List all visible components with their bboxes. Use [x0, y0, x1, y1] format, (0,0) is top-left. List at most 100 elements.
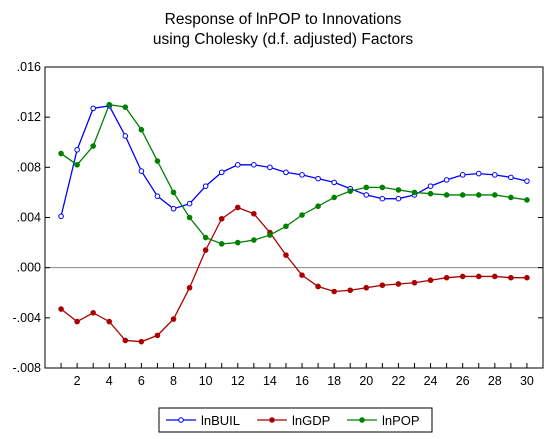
data-point: [234, 162, 241, 168]
x-tick-label: 8: [170, 374, 177, 388]
data-point: [363, 192, 370, 198]
data-point: [363, 184, 370, 191]
plot-frame: [44, 66, 544, 369]
data-point: [363, 284, 370, 291]
data-point: [186, 284, 193, 291]
data-point: [331, 194, 337, 201]
data-point: [508, 274, 514, 281]
data-point: [138, 126, 145, 133]
data-point: [251, 237, 257, 243]
data-point: [379, 195, 386, 202]
legend-label: lnBUIL: [201, 413, 240, 428]
data-point: [475, 273, 482, 280]
data-point: [299, 212, 305, 218]
data-point: [218, 241, 225, 247]
y-tick-label: .012: [17, 110, 41, 124]
data-point: [202, 183, 209, 189]
chart-title-line-2: using Cholesky (d.f. adjusted) Factors: [153, 31, 413, 48]
data-point: [427, 190, 434, 197]
data-point: [443, 192, 450, 198]
series-lnBUIL: [58, 103, 530, 220]
chart-title: Response of lnPOP to Innovations using C…: [153, 11, 413, 48]
data-point: [218, 215, 225, 222]
data-point: [106, 101, 113, 108]
data-point: [492, 192, 498, 198]
legend-marker: [359, 417, 365, 423]
data-point: [411, 189, 418, 196]
x-tick-label: 30: [520, 374, 534, 388]
data-point: [459, 192, 466, 198]
data-point: [283, 223, 289, 230]
y-tick-label: .016: [17, 60, 41, 74]
series-line: [60, 105, 528, 217]
data-point: [315, 203, 321, 210]
data-point: [234, 204, 241, 211]
x-tick-label: 22: [391, 374, 405, 388]
data-point: [251, 210, 257, 217]
data-point: [524, 274, 530, 281]
data-point: [267, 232, 273, 238]
data-point: [475, 192, 482, 198]
data-point: [251, 162, 257, 168]
data-point: [315, 175, 321, 182]
x-tick-label: 12: [231, 374, 245, 388]
data-point: [90, 143, 96, 149]
data-point: [475, 170, 482, 177]
data-point: [395, 281, 402, 287]
data-point: [74, 318, 80, 325]
data-point: [58, 150, 64, 157]
x-tick-label: 2: [74, 374, 81, 388]
data-point: [58, 213, 64, 220]
data-point: [58, 306, 64, 312]
x-tick-label: 18: [327, 374, 341, 388]
data-point: [170, 205, 177, 212]
data-point: [90, 105, 96, 112]
legend-label: lnGDP: [292, 413, 330, 428]
data-point: [122, 133, 129, 139]
x-tick-label: 28: [488, 374, 502, 388]
y-tick-label: .008: [17, 160, 41, 174]
data-point: [154, 158, 161, 164]
series-layer: [58, 101, 530, 345]
data-point: [347, 287, 354, 294]
data-point: [492, 273, 498, 280]
data-point: [299, 272, 305, 278]
chart-title-line-1: Response of lnPOP to Innovations: [165, 11, 402, 28]
data-point: [267, 164, 273, 171]
y-tick-label: -.008: [13, 361, 42, 375]
data-point: [170, 316, 177, 322]
data-point: [395, 195, 402, 202]
x-tick-label: 6: [138, 374, 145, 388]
x-tick-label: 20: [359, 374, 373, 388]
legend-marker: [269, 417, 275, 423]
data-point: [459, 273, 466, 280]
data-point: [90, 310, 96, 316]
data-point: [508, 194, 514, 201]
data-point: [122, 337, 129, 344]
data-point: [443, 274, 450, 281]
data-point: [154, 332, 161, 339]
x-axis: 2 4 6 8 10 12 14 16 18 20 22 24 26 28 30: [60, 363, 534, 388]
data-point: [508, 174, 514, 181]
series-lnPOP: [58, 101, 530, 247]
legend-label: lnPOP: [382, 413, 420, 428]
data-point: [331, 179, 337, 186]
data-point: [492, 172, 498, 178]
legend-item: lnBUIL: [166, 413, 240, 428]
data-point: [138, 338, 145, 345]
y-tick-label: -.004: [13, 311, 42, 325]
data-point: [218, 169, 225, 176]
data-point: [154, 193, 161, 199]
data-point: [138, 168, 145, 174]
data-point: [443, 177, 450, 183]
x-tick-label: 16: [295, 374, 309, 388]
legend-box: [158, 407, 433, 433]
data-point: [427, 183, 434, 189]
legend: lnBUIL lnGDP lnPOP: [158, 407, 433, 433]
x-tick-label: 24: [424, 374, 438, 388]
data-point: [283, 252, 289, 258]
data-point: [411, 279, 418, 286]
y-tick-label: .004: [17, 211, 41, 225]
data-point: [202, 234, 209, 241]
